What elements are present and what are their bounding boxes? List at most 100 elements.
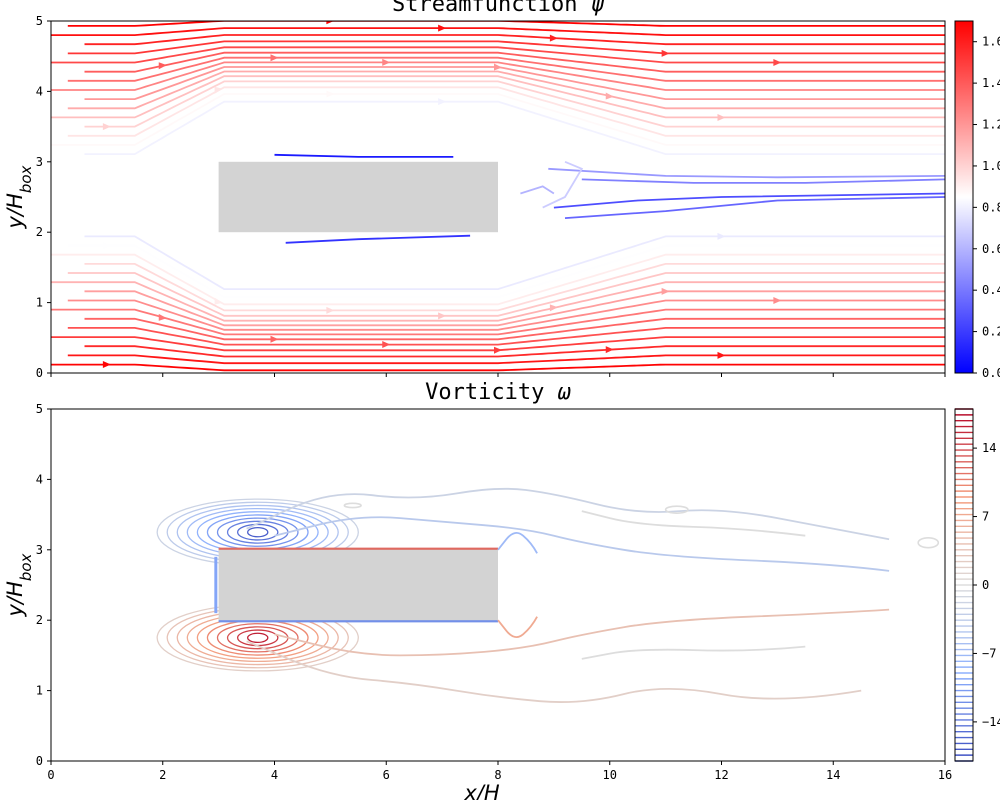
streamline [51, 75, 945, 119]
colorbar-tick-label: 0.4 [982, 283, 1000, 297]
x-tick-label: 6 [383, 768, 390, 782]
wake-streamline [274, 153, 454, 158]
streamline-arrow [382, 341, 391, 349]
colorbar-tick-label: 0.0 [982, 366, 1000, 380]
vorticity-contour [274, 516, 890, 572]
streamline-arrow [549, 34, 558, 42]
vorticity-contour [917, 537, 940, 549]
streamline [84, 34, 945, 46]
streamline [51, 46, 945, 64]
vorticity-contour [247, 526, 269, 538]
vorticity-contour [274, 608, 890, 657]
colorbar-tick-label: 0.8 [982, 200, 1000, 214]
streamline-arrow [494, 346, 502, 354]
streamline-arrow [214, 297, 223, 305]
streamline [84, 80, 945, 128]
streamline-arrow [717, 232, 726, 240]
streamline-arrow [494, 63, 502, 71]
vorticity-contour [236, 523, 279, 541]
y-tick-label: 3 [36, 543, 43, 557]
streamline-arrow [326, 21, 334, 25]
streamfunction-panel: Streamfunction ψ 0 1 2 3 4 5 y/Hbox 0.0 0.2 0.4… [3, 0, 1000, 380]
streamline-arrow [773, 59, 782, 67]
streamline-arrow [661, 287, 670, 295]
colorbar-tick-label: 7 [982, 510, 989, 524]
x-tick-label: 8 [494, 768, 501, 782]
vorticity-colorbar [955, 408, 973, 762]
vorticity-y-ticks: 0 1 2 3 4 5 [36, 402, 51, 768]
streamline [84, 345, 945, 358]
vorticity-contour [216, 517, 299, 547]
streamline [51, 363, 945, 372]
streamline [67, 354, 945, 365]
streamline [84, 235, 945, 290]
wake-streamline [542, 160, 584, 209]
streamfunction-y-ticks: 0 1 2 3 4 5 [36, 14, 51, 380]
wake-streamline [285, 234, 471, 244]
streamline-arrow [661, 49, 670, 57]
vorticity-contour [581, 645, 806, 660]
wake-streamline [520, 185, 555, 195]
vorticity-contour [236, 629, 279, 647]
x-tick-label: 16 [938, 768, 952, 782]
colorbar-tick-label: −14 [982, 715, 1000, 729]
streamlines [51, 21, 945, 372]
streamline-arrow [438, 312, 447, 320]
y-tick-label: 2 [36, 613, 43, 627]
colorbar-tick-label: 1.2 [982, 118, 1000, 132]
streamline [67, 40, 945, 55]
y-tick-label: 5 [36, 14, 43, 28]
obstacle-box [218, 549, 498, 621]
streamline [67, 327, 945, 346]
y-tick-label: 4 [36, 472, 43, 486]
streamline-arrow [326, 90, 335, 98]
streamline-arrow [773, 296, 782, 304]
streamline-arrow [158, 313, 167, 321]
streamline [67, 70, 945, 110]
streamline-arrow [382, 58, 391, 66]
streamline-arrow [102, 123, 111, 131]
vorticity-contour [216, 623, 299, 653]
vorticity-contour [343, 502, 362, 509]
wake-streamline [564, 196, 945, 219]
vorticity-contour [497, 616, 538, 638]
streamfunction-colorbar [954, 20, 974, 374]
vorticity-colorbar-ticks: −14 −7 0 7 14 [973, 441, 1000, 729]
streamline-arrow [214, 86, 223, 94]
streamline-arrow [102, 361, 111, 369]
streamline-arrow [605, 92, 614, 100]
colorbar-tick-label: 1.6 [982, 35, 1000, 49]
streamline [51, 308, 945, 336]
streamline [84, 317, 945, 341]
streamline [84, 263, 945, 312]
streamline [67, 272, 945, 317]
y-tick-label: 5 [36, 402, 43, 416]
wake-streamline [548, 167, 945, 179]
streamline-arrow [717, 113, 726, 121]
streamline [51, 281, 945, 322]
y-tick-label: 4 [36, 84, 43, 98]
vorticity-contour [247, 632, 269, 644]
streamline [67, 86, 945, 137]
y-tick-label: 1 [36, 684, 43, 698]
streamline-arrow [438, 98, 447, 106]
streamline [51, 253, 945, 306]
vorticity-x-ticks: 0 2 4 6 8 10 12 14 16 [47, 761, 952, 782]
y-tick-label: 1 [36, 296, 43, 310]
streamline-arrow [270, 54, 279, 62]
streamline [51, 93, 945, 146]
vorticity-contour [206, 619, 309, 656]
x-tick-label: 4 [271, 768, 278, 782]
colorbar-tick-label: 1.0 [982, 159, 1000, 173]
x-tick-label: 14 [826, 768, 840, 782]
vorticity-contour [664, 505, 689, 514]
streamline [84, 100, 945, 155]
vorticity-title: Vorticity ω [425, 380, 571, 405]
y-tick-label: 3 [36, 155, 43, 169]
colorbar-tick-label: 14 [982, 441, 996, 455]
streamfunction-colorbar-ticks: 0.0 0.2 0.4 0.6 0.8 1.0 1.2 1.4 1.6 [973, 35, 1000, 380]
streamline-arrow [158, 62, 167, 70]
vorticity-ylabel: y/Hbox [3, 553, 35, 617]
